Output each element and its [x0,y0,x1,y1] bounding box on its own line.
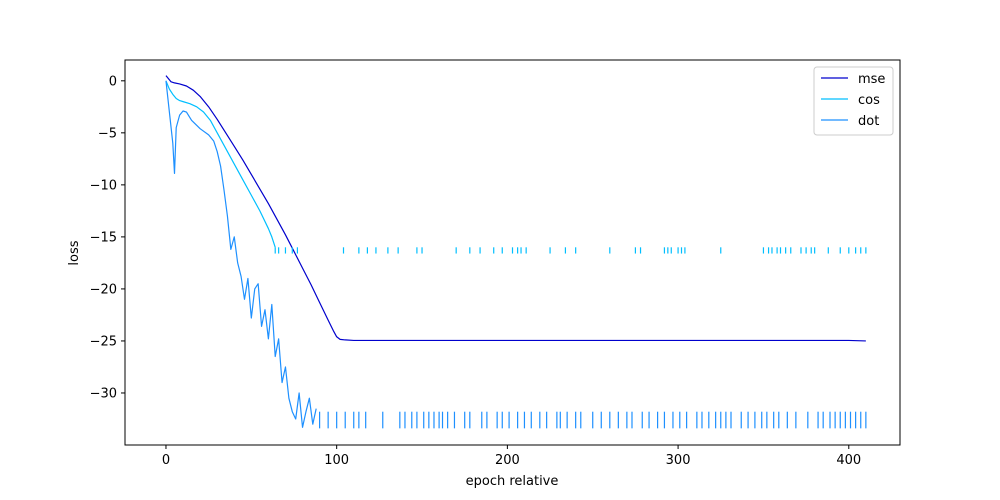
legend-label-mse: mse [858,72,885,87]
y-tick-label: −10 [90,178,117,193]
series-dot-line [165,80,317,428]
x-tick-label: 200 [495,453,520,468]
x-tick-label: 400 [836,453,861,468]
y-tick-label: −20 [90,282,117,297]
series-mse-line [165,75,866,342]
y-axis-ticks: 0 −5 −10 −15 −20 −25 −30 [90,74,125,401]
x-tick-label: 100 [324,453,349,468]
y-tick-label: −5 [98,126,117,141]
legend: mse cos dot [813,66,894,136]
series-cos-line [165,80,276,248]
series-dot [165,80,867,429]
legend-box [813,66,894,136]
plot-lines [165,75,867,429]
y-tick-label: −15 [90,230,117,245]
x-axis-ticks: 0 100 200 300 400 [162,445,861,468]
y-axis-label: loss [67,240,82,265]
y-tick-label: −25 [90,334,117,349]
series-cos [165,80,867,254]
x-axis-label: epoch relative [466,474,559,489]
plot-frame [124,59,901,446]
y-tick-label: −30 [90,386,117,401]
y-tick-label: 0 [109,74,117,89]
x-tick-label: 300 [666,453,691,468]
series-mse [165,75,866,342]
legend-label-dot: dot [858,114,879,129]
legend-label-cos: cos [858,93,880,108]
x-tick-label: 0 [162,453,170,468]
